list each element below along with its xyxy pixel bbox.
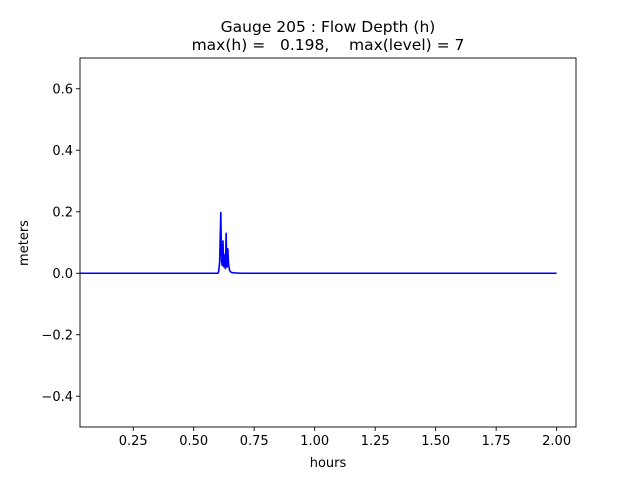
y-tick-label: 0.4 [52, 144, 73, 159]
y-tick-label: 0.6 [52, 82, 73, 97]
x-tick-label: 1.50 [421, 434, 450, 449]
plot-frame [79, 57, 577, 428]
y-axis-label: meters [17, 220, 32, 266]
series-line-0 [80, 211, 557, 275]
x-tick-label: 2.00 [542, 434, 571, 449]
y-tick-label: −0.4 [41, 390, 73, 405]
y-tick-label: −0.2 [41, 328, 73, 343]
y-tick-label: 0.2 [52, 205, 73, 220]
x-tick-label: 0.25 [119, 434, 148, 449]
chart-title: Gauge 205 : Flow Depth (h) [221, 18, 436, 36]
x-tick-label: 0.50 [179, 434, 208, 449]
y-tick-label: 0.0 [52, 267, 73, 282]
x-tick-label: 1.00 [300, 434, 329, 449]
chart-subtitle: max(h) = 0.198, max(level) = 7 [192, 36, 465, 54]
plot-area: 0.25 0.50 0.75 1.00 1.25 1.50 1.75 2.00 −0.4 −0.2… [41, 57, 577, 449]
x-tick-label: 0.75 [240, 434, 269, 449]
x-tick-label: 1.75 [482, 434, 511, 449]
x-axis-label: hours [310, 456, 347, 471]
x-tick-label: 1.25 [361, 434, 390, 449]
